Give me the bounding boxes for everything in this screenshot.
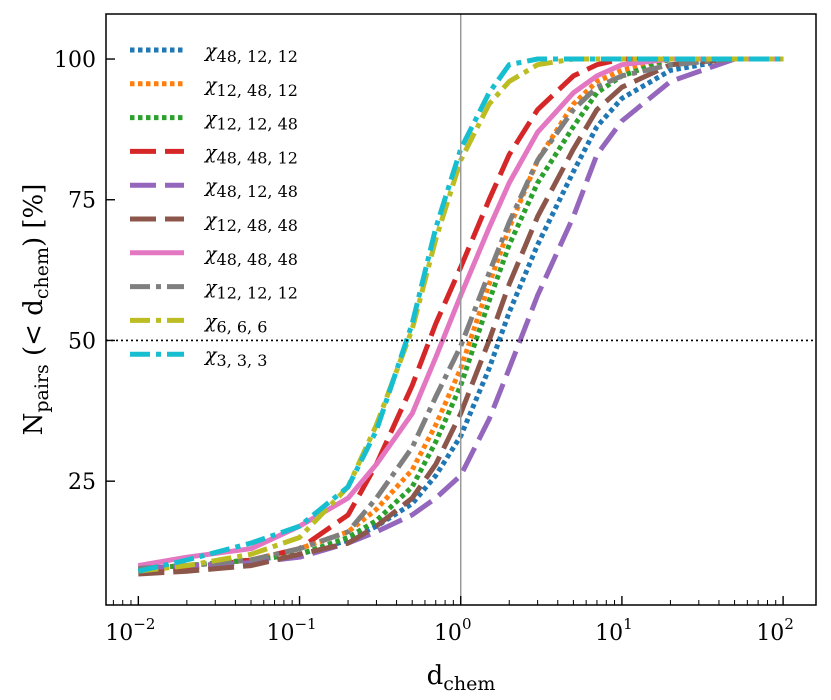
series-layer: [137, 56, 784, 577]
legend-entry-label: χ6, 6, 6: [203, 310, 267, 336]
x-tick-label: 100: [434, 615, 472, 646]
y-tick-label: 100: [54, 48, 96, 73]
y-tick-label: 75: [68, 189, 96, 214]
x-tick-label: 102: [756, 615, 794, 646]
legend-entry-label: χ12, 48, 12: [203, 74, 298, 100]
reference-lines: [106, 14, 816, 605]
legend-entry-label: χ48, 48, 12: [203, 141, 298, 167]
y-axis-label: Npairs (< dchem) [%]: [19, 184, 53, 436]
legend-entry-label: χ12, 12, 12: [203, 277, 298, 303]
x-axis-label: dchem: [427, 661, 496, 695]
x-tick-label: 101: [595, 615, 633, 646]
axes: 10−2 10−1 100 101 102 25 50 75 100: [54, 13, 817, 646]
legend-entry-label: χ48, 12, 48: [203, 175, 298, 201]
legend-entry-label: χ48, 48, 48: [203, 243, 298, 269]
legend-entry-label: χ48, 12, 12: [203, 40, 298, 66]
legend-entry-label: χ3, 3, 3: [203, 344, 267, 370]
series-line-8: [138, 56, 784, 571]
legend-entry-label: χ12, 48, 48: [203, 209, 298, 235]
series-line-9: [138, 56, 784, 574]
series-line-10: [137, 56, 784, 574]
legend: χ48, 12, 12 χ12, 48, 12 χ12, 12, 48 χ48, 48…: [130, 40, 298, 370]
axis-labels: dchem Npairs (< dchem) [%]: [19, 184, 495, 695]
legend-entry-label: χ12, 12, 48: [203, 108, 298, 134]
y-tick-label: 25: [68, 470, 96, 495]
y-tick-label: 50: [68, 329, 96, 354]
series-line-6: [138, 56, 784, 577]
x-tick-label: 10−1: [266, 615, 316, 646]
x-tick-label: 10−2: [105, 615, 155, 646]
